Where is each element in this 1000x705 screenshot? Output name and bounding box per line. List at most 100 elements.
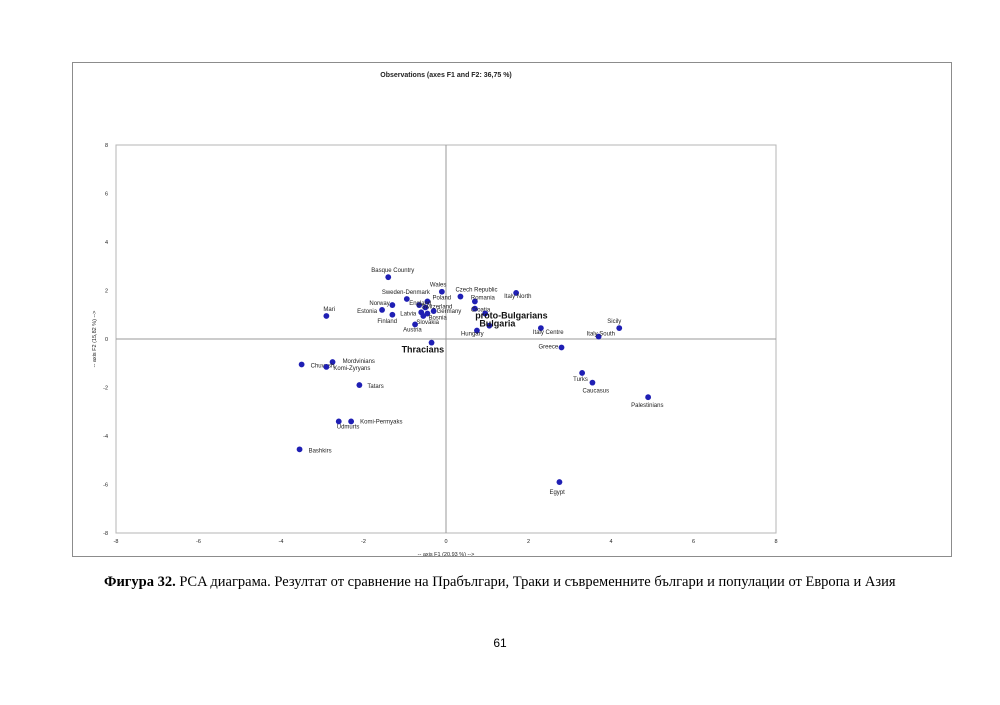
- x-axis-label: -- axis F1 (20,93 %) -->: [418, 552, 475, 556]
- data-point: [595, 333, 602, 340]
- data-point: [335, 418, 342, 425]
- data-point: [323, 313, 330, 319]
- y-tick-label: 8: [105, 143, 108, 149]
- data-point: [403, 296, 410, 302]
- data-point: [471, 305, 478, 312]
- data-point: [389, 302, 396, 308]
- data-point-label: Croatia: [471, 308, 491, 314]
- data-point-label: Poland: [432, 295, 451, 301]
- x-tick-label: 4: [609, 539, 612, 545]
- y-tick-label: -6: [103, 483, 108, 489]
- y-tick-label: 0: [105, 337, 108, 343]
- data-point-label: Chuvash: [311, 363, 335, 369]
- data-point: [589, 379, 596, 386]
- figure-caption-label: Фигура 32.: [104, 574, 176, 590]
- data-point-label: Austria: [403, 327, 422, 333]
- y-tick-label: 2: [105, 289, 108, 295]
- data-point: [438, 288, 445, 295]
- data-point: [537, 325, 544, 331]
- data-point-label: Basque Country: [371, 268, 414, 274]
- data-point-label: Italy Centre: [533, 330, 564, 336]
- data-point-label: Finland: [377, 319, 397, 325]
- data-point-label: Hungary: [461, 332, 484, 338]
- data-point-label: Caucasus: [582, 389, 609, 395]
- data-point-label: Egypt: [549, 490, 565, 496]
- data-point: [457, 293, 464, 300]
- figure-caption-text: PCA диаграма. Резултат от сравнение на П…: [175, 574, 896, 590]
- data-point: [486, 322, 493, 329]
- data-point-label: Palestinians: [631, 403, 663, 409]
- chart-title: Observations (axes F1 and F2: 36,75 %): [380, 72, 512, 79]
- data-point-label: Thracians: [402, 345, 445, 355]
- data-point-label: Bulgaria: [479, 319, 516, 329]
- x-tick-label: -2: [361, 539, 366, 545]
- data-point-label: Udmurts: [337, 424, 360, 430]
- data-point-label: Czech Republic: [455, 288, 497, 294]
- data-point: [379, 307, 385, 313]
- x-tick-label: -6: [196, 539, 201, 545]
- figure-caption: Фигура 32. PCA диаграма. Резултат от сра…: [104, 574, 934, 591]
- data-point: [558, 344, 565, 351]
- x-tick-label: -4: [279, 539, 284, 545]
- pca-scatter-chart: Observations (axes F1 and F2: 36,75 %) -8…: [92, 72, 778, 556]
- data-point: [556, 479, 563, 485]
- data-point: [424, 298, 431, 305]
- y-tick-label: 4: [105, 240, 108, 246]
- data-point: [482, 310, 489, 317]
- data-point-label: Greece: [539, 344, 559, 350]
- data-point: [430, 308, 437, 315]
- data-point-label: Switzerland: [421, 304, 452, 310]
- data-point-label: Italy South: [587, 332, 615, 338]
- data-point-label: Italy North: [504, 294, 531, 300]
- data-point-label: Komi-Permyaks: [360, 419, 402, 425]
- data-point-label: Norway: [369, 301, 389, 307]
- y-tick-label: 6: [105, 192, 108, 198]
- data-point: [474, 327, 480, 334]
- data-point: [579, 370, 586, 376]
- y-axis-label: -- axis F2 (15,82 %) -->: [92, 311, 98, 368]
- data-point-label: Sicily: [607, 319, 621, 325]
- data-point: [385, 274, 392, 281]
- x-tick-label: -8: [114, 539, 119, 545]
- y-tick-label: -4: [103, 434, 108, 440]
- data-point: [416, 302, 423, 308]
- data-point: [645, 394, 652, 401]
- data-point: [420, 313, 427, 319]
- data-point: [616, 325, 623, 331]
- data-point-label: Mordvinians: [343, 359, 375, 365]
- x-tick-label: 6: [692, 539, 695, 545]
- data-point: [471, 298, 478, 305]
- data-point-label: Wales: [430, 283, 446, 289]
- data-point: [348, 418, 355, 425]
- data-point-label: Estonia: [357, 309, 378, 315]
- chart-frame: Observations (axes F1 and F2: 36,75 %) -8…: [72, 62, 952, 557]
- data-point: [428, 339, 435, 346]
- x-tick-label: 0: [444, 539, 447, 545]
- data-point-label: Germany: [437, 309, 462, 315]
- data-point: [296, 446, 303, 453]
- data-point-label: England: [409, 301, 431, 307]
- y-tick-label: -2: [103, 386, 108, 392]
- data-point: [323, 363, 330, 370]
- page-number: 61: [493, 636, 507, 650]
- data-point-label: Slovakia: [416, 320, 439, 326]
- data-point-label: proto-Bulgarians: [475, 311, 548, 321]
- data-point-label: Turks: [573, 377, 588, 383]
- data-point: [329, 359, 336, 365]
- data-point-label: Komi-Zyryans: [333, 366, 370, 372]
- data-point-label: Mari: [323, 307, 335, 313]
- x-tick-label: 8: [774, 539, 777, 545]
- data-point-label: Bosnia: [428, 316, 447, 322]
- data-point-label: Latvia: [400, 311, 417, 317]
- data-point: [422, 304, 429, 311]
- y-tick-label: -8: [103, 531, 108, 537]
- data-point-label: Romania: [471, 295, 496, 301]
- data-point-label: Sweden-Denmark: [382, 290, 431, 296]
- x-tick-label: 2: [527, 539, 530, 545]
- data-point: [389, 311, 396, 318]
- data-point: [412, 321, 418, 328]
- data-point-label: Tatars: [367, 384, 383, 390]
- data-point: [513, 290, 520, 296]
- data-point: [298, 361, 305, 368]
- data-point-label: Bashkirs: [309, 448, 332, 454]
